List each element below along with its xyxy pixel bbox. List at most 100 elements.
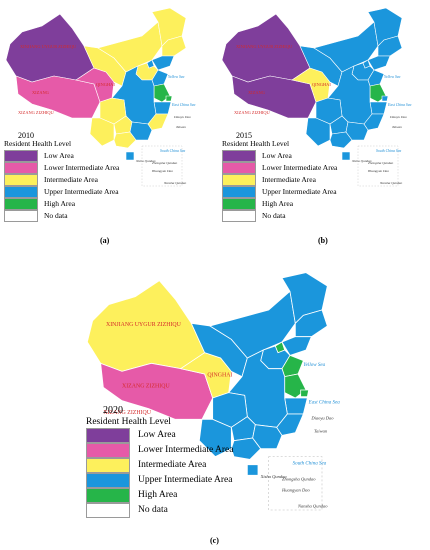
- sea-label-south-china-sea: South China Sea: [160, 149, 185, 153]
- legend-item-high: High Area: [222, 197, 332, 210]
- map-label-zhongsha: Zhongsha Qundao: [152, 161, 177, 165]
- legend-item-no-data: No data: [86, 502, 236, 518]
- legend-label: Upper Intermediate Area: [44, 187, 119, 197]
- map-label-huangyan: Huangyan Dao: [281, 487, 310, 492]
- sea-label-south-china-sea: South China Sea: [376, 149, 401, 153]
- legend-label: Low Area: [138, 430, 176, 441]
- legend-2015: 2015 Resident Health Level Low Area Lower I…: [222, 131, 337, 222]
- legend-title: Resident Health Level: [86, 416, 171, 427]
- legend-item-low: Low Area: [86, 427, 236, 443]
- sea-label-yellow-sea: Yellow Sea: [384, 75, 401, 79]
- legend-item-no-data: No data: [222, 209, 332, 222]
- region-hainan: [246, 464, 259, 476]
- legend-swatch: [4, 209, 38, 222]
- legend-label: No data: [44, 211, 68, 221]
- legend-label: High Area: [262, 199, 294, 209]
- region-shanghai: [165, 95, 173, 102]
- region-beijing: [274, 341, 286, 354]
- legend-item-low: Low Area: [222, 149, 332, 162]
- legend-swatch: [4, 161, 38, 174]
- legend-swatch: [4, 149, 38, 162]
- map-label-diaoyu: Diaoyu Dao: [310, 415, 334, 420]
- legend-item-high: High Area: [4, 197, 114, 210]
- map-label-nansha: Nansha Qundao: [379, 181, 402, 185]
- legend-swatch: [222, 161, 256, 174]
- map-label-south-tibet: XIZANG ZIZHIQU: [18, 110, 55, 115]
- china-map-2015: XINJIANG UYGUR ZIZHIQU XIZANG QINGHAI XIZAN…: [221, 7, 412, 187]
- region-zhejiang: [153, 101, 172, 115]
- map-label-huangyan: Huangyan Dao: [151, 169, 173, 173]
- map-label-taiwan: Taiwan: [176, 125, 186, 129]
- region-taiwan: [385, 121, 393, 135]
- legend-year: 2015: [236, 131, 252, 140]
- sea-label-east-china-sea: East China Sea: [308, 399, 341, 405]
- legend-swatch: [86, 502, 130, 518]
- map-label-tibet: XIZANG ZIZHIQU: [122, 383, 170, 389]
- map-label-tibet: XIZANG: [32, 90, 50, 95]
- region-fujian: [147, 113, 169, 131]
- legend-item-intermediate: Intermediate Area: [4, 173, 114, 186]
- region-zhejiang: [284, 397, 308, 415]
- map-panel-2015: XINJIANG UYGUR ZIZHIQU XIZANG QINGHAI XIZAN…: [218, 6, 428, 256]
- legend-label: Lower Intermediate Area: [138, 445, 234, 456]
- legend-swatch: [222, 197, 256, 210]
- map-label-xinjiang: XINJIANG UYGUR ZIZHIQU: [20, 44, 77, 49]
- region-tibet: [100, 362, 214, 420]
- caption-a: (a): [100, 236, 110, 245]
- sea-label-yellow-sea: Yellow Sea: [303, 362, 325, 368]
- region-inner-mongolia: [313, 21, 379, 73]
- legend-title: Resident Health Level: [222, 139, 290, 149]
- map-label-nansha: Nansha Qundao: [297, 503, 328, 508]
- sea-label-east-china-sea: East China Sea: [171, 103, 196, 107]
- legend-item-upper-intermediate: Upper Intermediate Area: [86, 472, 236, 488]
- map-label-xinjiang: XINJIANG UYGUR ZIZHIQU: [106, 322, 182, 328]
- map-label-taiwan: Taiwan: [314, 429, 328, 434]
- legend-label: Intermediate Area: [262, 175, 316, 185]
- legend-swatch: [86, 442, 130, 458]
- legend-swatch: [86, 457, 130, 473]
- south-china-sea-dashed-boundary: [141, 145, 183, 187]
- map-label-zhongsha: Zhongsha Qundao: [282, 477, 316, 482]
- legend-label: No data: [138, 505, 168, 516]
- china-map-2020: XINJIANG UYGUR ZIZHIQU XIZANG ZIZHIQU QING…: [86, 272, 341, 511]
- legend-swatch: [222, 185, 256, 198]
- map-label-diaoyu: Diaoyu Dao: [389, 115, 407, 119]
- region-islands: [367, 155, 385, 181]
- region-tibet: [231, 75, 317, 119]
- map-label-nansha: Nansha Qundao: [163, 181, 186, 185]
- legend-item-no-data: No data: [4, 209, 114, 222]
- legend-label: No data: [262, 211, 286, 221]
- legend-item-upper-intermediate: Upper Intermediate Area: [4, 185, 119, 198]
- legend-item-intermediate: Intermediate Area: [222, 173, 332, 186]
- legend-item-lower-intermediate: Lower Intermediate Area: [4, 161, 119, 174]
- region-hainan: [125, 151, 135, 161]
- map-label-qinghai: QINGHAI: [96, 82, 115, 87]
- caption-c: (c): [210, 536, 219, 545]
- legend-label: Lower Intermediate Area: [262, 163, 338, 173]
- legend-item-low: Low Area: [4, 149, 114, 162]
- legend-label: Low Area: [262, 151, 292, 161]
- legend-label: Upper Intermediate Area: [262, 187, 337, 197]
- region-inner-mongolia: [97, 21, 163, 73]
- map-label-qinghai: QINGHAI: [312, 82, 331, 87]
- legend-label: Low Area: [44, 151, 74, 161]
- region-liaoning: [367, 55, 391, 71]
- region-fujian: [276, 413, 304, 436]
- region-taiwan: [305, 424, 315, 442]
- legend-item-high: High Area: [86, 487, 236, 503]
- region-islands: [151, 155, 169, 181]
- map-label-zhongsha: Zhongsha Qundao: [368, 161, 393, 165]
- region-shanghai: [300, 389, 310, 398]
- region-liaoning: [281, 336, 312, 356]
- region-islands: [281, 469, 304, 503]
- region-zhejiang: [369, 101, 388, 115]
- map-label-qinghai: QINGHAI: [207, 373, 232, 379]
- region-beijing: [146, 59, 155, 69]
- legend-item-lower-intermediate: Lower Intermediate Area: [222, 161, 337, 174]
- map-label-xisha: Xisha Qundao: [260, 474, 288, 479]
- legend-item-lower-intermediate: Lower Intermediate Area: [86, 442, 236, 458]
- region-liaoning: [151, 55, 175, 71]
- legend-year: 2020: [103, 405, 123, 416]
- map-label-tibet: XIZANG: [248, 90, 266, 95]
- legend-swatch: [4, 197, 38, 210]
